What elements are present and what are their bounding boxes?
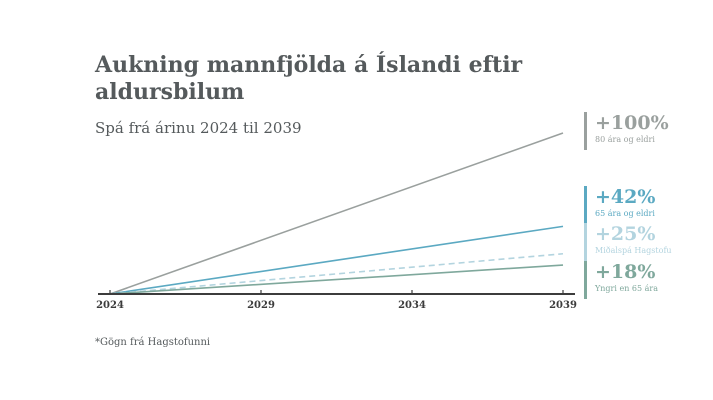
series-name: Miðalspá Hagstofu [595, 246, 672, 255]
x-tick-label: 2039 [549, 300, 577, 311]
series-label-under-65: +18% Yngri en 65 ára [584, 261, 658, 299]
series-label-65-plus: +42% 65 ára og eldri [584, 186, 655, 224]
x-tick-label: 2034 [398, 300, 426, 311]
series-line-1 [109, 225, 564, 295]
series-name: 80 ára og eldri [595, 135, 655, 144]
series-pct: +18% [595, 261, 656, 283]
chart-title: Aukning mannfjölda á Íslandi eftir aldur… [95, 52, 523, 105]
chart-subtitle: Spá frá árinu 2024 til 2039 [95, 119, 302, 137]
series-line-2 [109, 252, 564, 295]
series-pct: +100% [595, 112, 669, 134]
series-pct: +25% [595, 223, 656, 245]
series-name: 65 ára og eldri [595, 209, 655, 218]
series-name: Yngri en 65 ára [595, 284, 658, 293]
source-footnote: *Gögn frá Hagstofunni [95, 337, 211, 348]
series-line-3 [109, 264, 564, 295]
series-label-median: +25% Miðalspá Hagstofu [584, 223, 672, 261]
series-pct: +42% [595, 186, 656, 208]
x-tick-label: 2024 [96, 300, 124, 311]
series-line-0 [109, 132, 564, 295]
x-tick-label: 2029 [247, 300, 275, 311]
series-label-80-plus: +100% 80 ára og eldri [584, 112, 669, 150]
